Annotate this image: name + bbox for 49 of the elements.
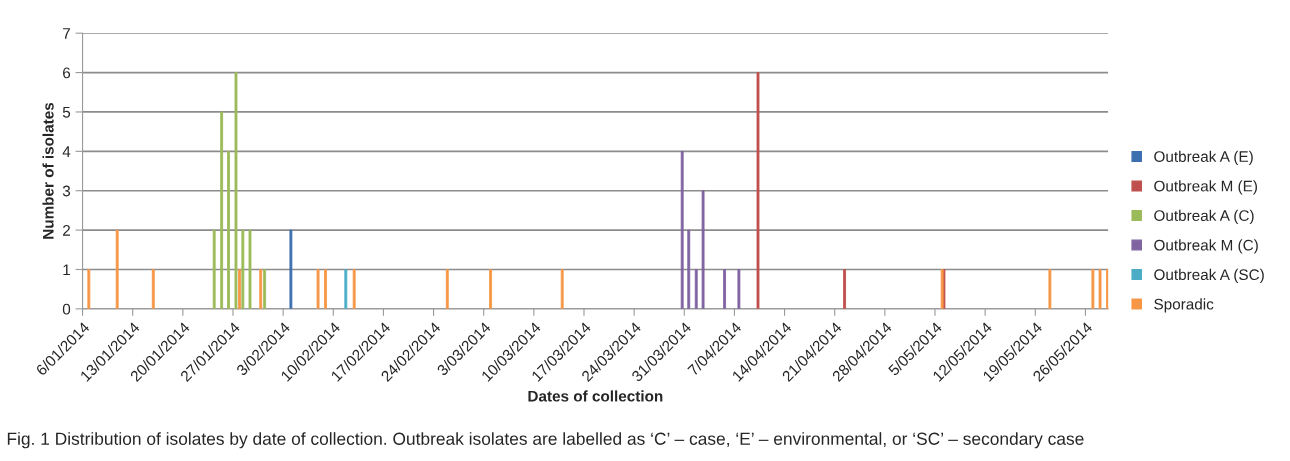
bar — [680, 150, 684, 309]
legend-label: Outbreak M (E) — [1154, 180, 1257, 195]
bar — [259, 269, 263, 309]
y-tick-label: 5 — [62, 106, 71, 118]
bar — [220, 111, 224, 309]
bar — [248, 229, 252, 309]
legend-label: Outbreak A (E) — [1154, 150, 1253, 165]
y-axis-title: Number of isolates — [42, 102, 54, 239]
legend-label: Outbreak M (C) — [1154, 239, 1258, 254]
y-tick-label: 1 — [63, 264, 71, 276]
bar — [756, 72, 760, 309]
bar — [1048, 269, 1052, 309]
y-tick-label: 6 — [63, 67, 71, 79]
bar — [687, 229, 691, 309]
bar — [212, 229, 216, 309]
y-tick-label: 2 — [63, 224, 70, 236]
bar — [737, 269, 741, 309]
bar — [352, 269, 356, 309]
bar — [238, 269, 241, 309]
y-tick-label: 3 — [62, 185, 71, 197]
y-tick-label: 7 — [63, 28, 70, 39]
bar — [115, 229, 119, 309]
bar — [694, 269, 698, 309]
bar — [1098, 269, 1102, 309]
bar — [151, 269, 155, 309]
y-tick-label: 0 — [62, 303, 71, 315]
bar — [843, 269, 846, 309]
x-axis-title: Dates of collection — [528, 390, 663, 402]
bar — [560, 269, 564, 309]
bar — [1106, 269, 1109, 309]
bar — [241, 229, 245, 309]
bar — [87, 269, 91, 309]
legend-label: Outbreak A (SC) — [1154, 268, 1264, 284]
bar — [723, 269, 726, 309]
bar — [316, 269, 320, 309]
legend-label: Outbreak A (C) — [1154, 209, 1254, 225]
caption: Fig. 1 Distribution of isolates by date of collection. Outbreak isolates are labelled as ‘C’ – case, ‘E’ – environmental, or ‘SC’ – secondary case — [7, 432, 1084, 449]
bar — [489, 269, 492, 309]
bar — [289, 229, 293, 309]
bar — [344, 269, 348, 309]
bar — [227, 150, 230, 309]
y-tick-label: 4 — [62, 146, 71, 157]
bar — [324, 269, 327, 309]
bar — [445, 269, 449, 309]
legend-label: Sporadic — [1154, 298, 1214, 313]
bar — [1091, 269, 1095, 309]
bar — [263, 269, 267, 309]
bar — [234, 72, 238, 309]
bar — [701, 190, 705, 309]
